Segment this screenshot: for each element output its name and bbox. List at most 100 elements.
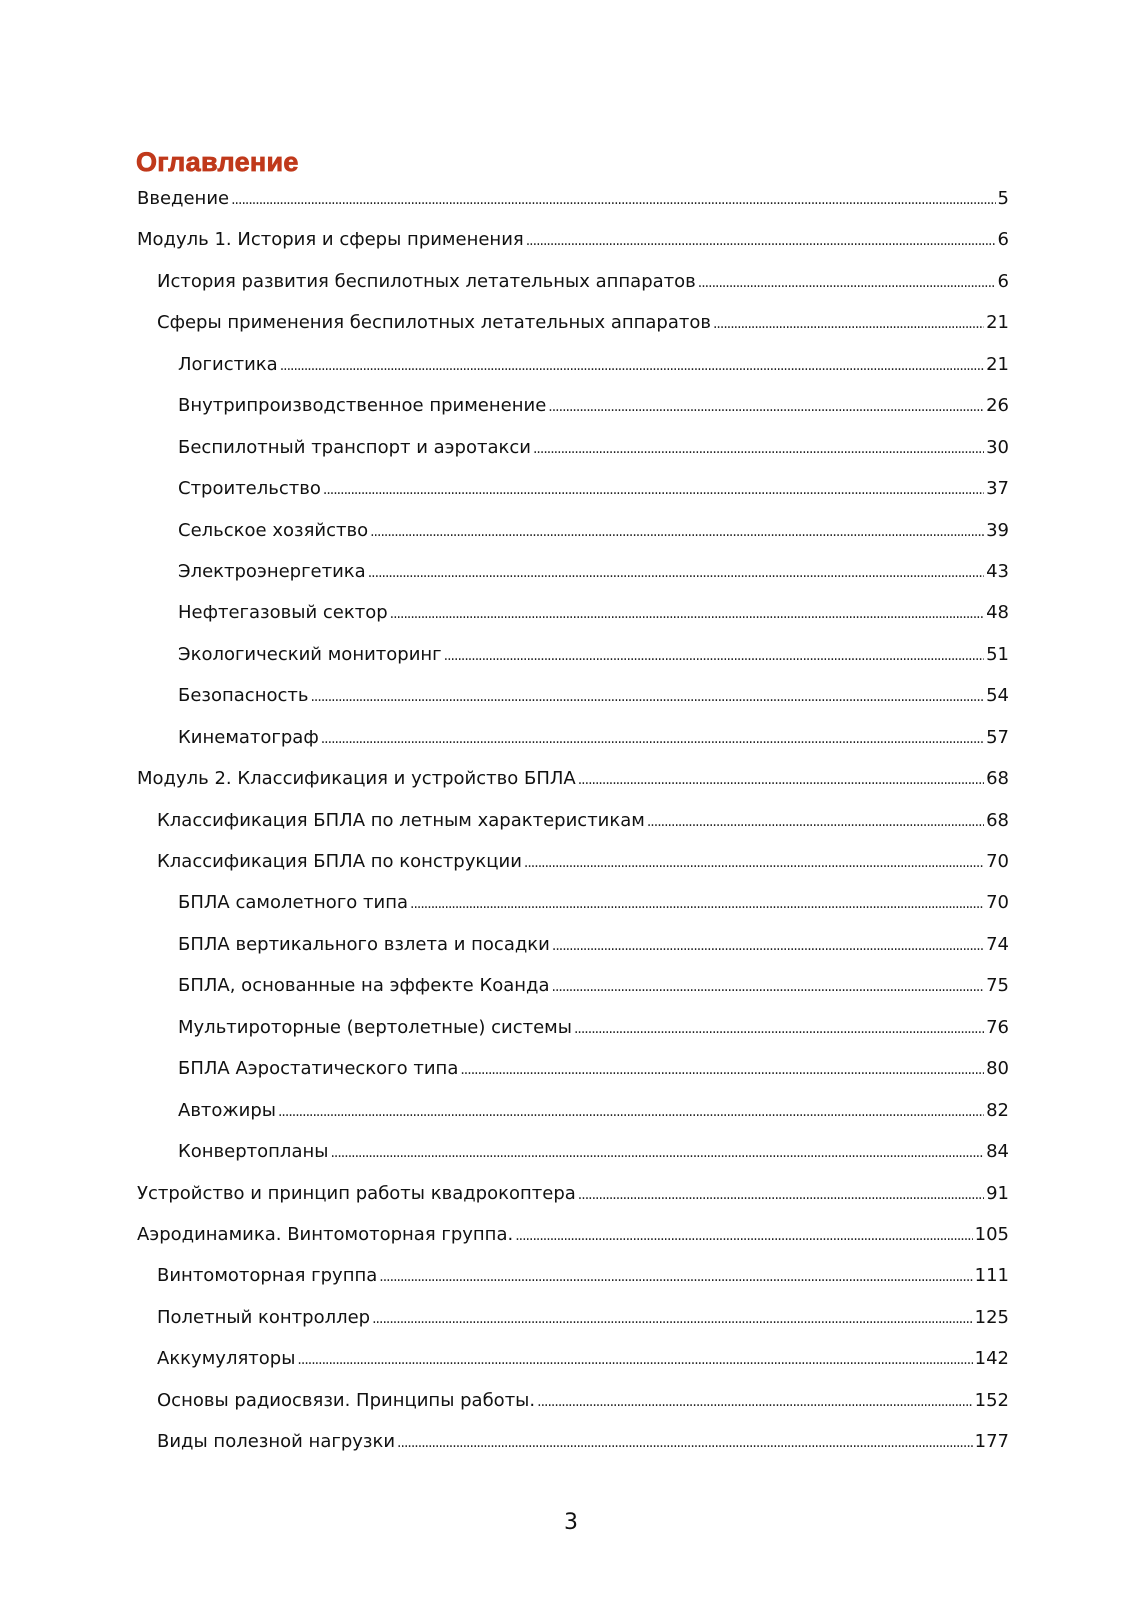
toc-entry-page: 6 xyxy=(997,229,1009,251)
toc-entry[interactable]: Устройство и принцип работы квадрокоптер… xyxy=(137,1183,1009,1224)
dot-leader xyxy=(444,648,984,664)
toc-entry-page: 125 xyxy=(974,1306,1009,1328)
dot-leader xyxy=(552,979,985,995)
toc-entry[interactable]: Экологический мониторинг 51 xyxy=(137,644,1009,685)
toc-entry-page: 70 xyxy=(986,892,1009,914)
dot-leader xyxy=(548,399,984,415)
toc-entry-title: Нефтегазовый сектор xyxy=(178,602,388,624)
dot-leader xyxy=(526,233,996,249)
dot-leader xyxy=(397,1435,973,1451)
toc-entry[interactable]: Модуль 2. Классификация и устройство БПЛ… xyxy=(137,768,1009,809)
toc-entry-title: Полетный контроллер xyxy=(157,1306,371,1328)
toc-entry[interactable]: Модуль 1. История и сферы применения 6 xyxy=(137,229,1009,270)
toc-entry[interactable]: Логистика 21 xyxy=(137,354,1009,395)
toc-entry-title: Основы радиосвязи. Принципы работы. xyxy=(157,1389,536,1411)
toc-entry-page: 21 xyxy=(986,353,1009,375)
toc-entry-title: Введение xyxy=(137,188,230,209)
dot-leader xyxy=(713,316,984,332)
dot-leader xyxy=(552,938,984,954)
toc-entry-page: 51 xyxy=(986,643,1009,665)
toc-entry-title: Модуль 1. История и сферы применения xyxy=(137,229,524,251)
dot-leader xyxy=(372,1311,973,1327)
toc-entry-title: БПЛА вертикального взлета и посадки xyxy=(178,933,550,955)
dot-leader xyxy=(321,731,984,747)
toc-entry-page: 30 xyxy=(986,436,1009,458)
dot-leader xyxy=(533,441,984,457)
toc-entry[interactable]: Классификация БПЛА по конструкции 70 xyxy=(137,851,1009,892)
toc-entry[interactable]: Аккумуляторы 142 xyxy=(137,1348,1009,1389)
toc-entry-title: Аккумуляторы xyxy=(157,1348,296,1370)
toc-entry[interactable]: Конвертопланы 84 xyxy=(137,1141,1009,1182)
toc-entry-page: 76 xyxy=(986,1016,1009,1038)
toc-entry-page: 105 xyxy=(974,1223,1009,1245)
toc-entry[interactable]: Нефтегазовый сектор 48 xyxy=(137,602,1009,643)
toc-entry-title: Сферы применения беспилотных летательных… xyxy=(157,312,711,334)
dot-leader xyxy=(698,275,996,291)
toc-entry[interactable]: История развития беспилотных летательных… xyxy=(137,271,1009,312)
toc-entry[interactable]: Внутрипроизводственное применение 26 xyxy=(137,395,1009,436)
toc-entry-page: 39 xyxy=(986,519,1009,541)
dot-leader xyxy=(330,1145,984,1161)
dot-leader xyxy=(460,1062,984,1078)
toc-entry-page: 21 xyxy=(986,312,1009,334)
toc-entry-page: 80 xyxy=(986,1058,1009,1080)
toc-entry[interactable]: Безопасность 54 xyxy=(137,685,1009,726)
toc-entry-page: 74 xyxy=(986,933,1009,955)
toc-entry-title: Сельское хозяйство xyxy=(178,519,369,541)
toc-entry-page: 70 xyxy=(986,851,1009,872)
toc-entry-page: 48 xyxy=(986,602,1009,624)
toc-entry-page: 177 xyxy=(974,1431,1009,1453)
toc-entry[interactable]: БПЛА, основанные на эффекте Коанда 75 xyxy=(137,975,1009,1016)
toc-entry[interactable]: Аэродинамика. Винтомоторная группа. 105 xyxy=(137,1224,1009,1265)
toc-entry[interactable]: Строительство 37 xyxy=(137,478,1009,519)
toc-entry[interactable]: БПЛА самолетного типа 70 xyxy=(137,892,1009,933)
toc-entry-title: Модуль 2. Классификация и устройство БПЛ… xyxy=(137,768,576,790)
dot-leader xyxy=(323,482,984,498)
toc-entry-title: Беспилотный транспорт и аэротакси xyxy=(178,436,531,458)
toc-entry-page: 68 xyxy=(986,768,1009,790)
toc-entry-page: 54 xyxy=(986,685,1009,707)
toc-entry[interactable]: Сферы применения беспилотных летательных… xyxy=(137,312,1009,353)
toc-entry-title: Кинематограф xyxy=(178,726,319,748)
toc-entry-title: Классификация БПЛА по конструкции xyxy=(157,851,522,872)
toc-entry-title: Аэродинамика. Винтомоторная группа. xyxy=(137,1223,514,1245)
toc-entry-title: Классификация БПЛА по летным характерист… xyxy=(157,809,645,831)
toc-entry[interactable]: Электроэнергетика 43 xyxy=(137,561,1009,602)
toc-entry[interactable]: Классификация БПЛА по летным характерист… xyxy=(137,810,1009,851)
toc-entry[interactable]: Виды полезной нагрузки 177 xyxy=(137,1431,1009,1472)
toc-entry-title: Автожиры xyxy=(178,1099,276,1121)
toc-entry[interactable]: Основы радиосвязи. Принципы работы. 152 xyxy=(137,1390,1009,1431)
toc-entry-page: 68 xyxy=(986,809,1009,831)
toc-entry-title: БПЛА, основанные на эффекте Коанда xyxy=(178,975,550,997)
toc-entry[interactable]: Винтомоторная группа 111 xyxy=(137,1265,1009,1306)
toc-entry-page: 43 xyxy=(986,560,1009,582)
dot-leader xyxy=(537,1394,973,1410)
toc-entry[interactable]: БПЛА Аэростатического типа 80 xyxy=(137,1058,1009,1099)
toc-entry-page: 82 xyxy=(986,1099,1009,1121)
toc-entry-title: Устройство и принцип работы квадрокоптер… xyxy=(137,1182,576,1204)
toc-entry-page: 142 xyxy=(974,1348,1009,1370)
toc-entry-page: 75 xyxy=(986,975,1009,997)
toc-entry-title: Экологический мониторинг xyxy=(178,643,442,665)
toc-entry[interactable]: Введение 5 xyxy=(137,188,1009,229)
toc-entry[interactable]: Полетный контроллер 125 xyxy=(137,1307,1009,1348)
dot-leader xyxy=(410,896,984,912)
toc-entry[interactable]: Мультироторные (вертолетные) системы 76 xyxy=(137,1017,1009,1058)
toc-entry[interactable]: БПЛА вертикального взлета и посадки 74 xyxy=(137,934,1009,975)
toc-entry-title: Внутрипроизводственное применение xyxy=(178,395,547,417)
toc-entry-title: Мультироторные (вертолетные) системы xyxy=(178,1016,572,1038)
dot-leader xyxy=(379,1269,972,1285)
toc-entry-page: 57 xyxy=(986,726,1009,748)
toc-entry[interactable]: Сельское хозяйство 39 xyxy=(137,520,1009,561)
dot-leader xyxy=(578,772,984,788)
toc-entry-title: БПЛА самолетного типа xyxy=(178,892,408,914)
dot-leader xyxy=(524,855,984,871)
toc-entry[interactable]: Беспилотный транспорт и аэротакси 30 xyxy=(137,437,1009,478)
toc-entry[interactable]: Автожиры 82 xyxy=(137,1100,1009,1141)
toc-entry[interactable]: Кинематограф 57 xyxy=(137,727,1009,768)
dot-leader xyxy=(297,1352,972,1368)
page-number: 3 xyxy=(564,1510,578,1535)
dot-leader xyxy=(647,814,984,830)
toc-entry-page: 26 xyxy=(986,395,1009,417)
dot-leader xyxy=(280,358,984,374)
